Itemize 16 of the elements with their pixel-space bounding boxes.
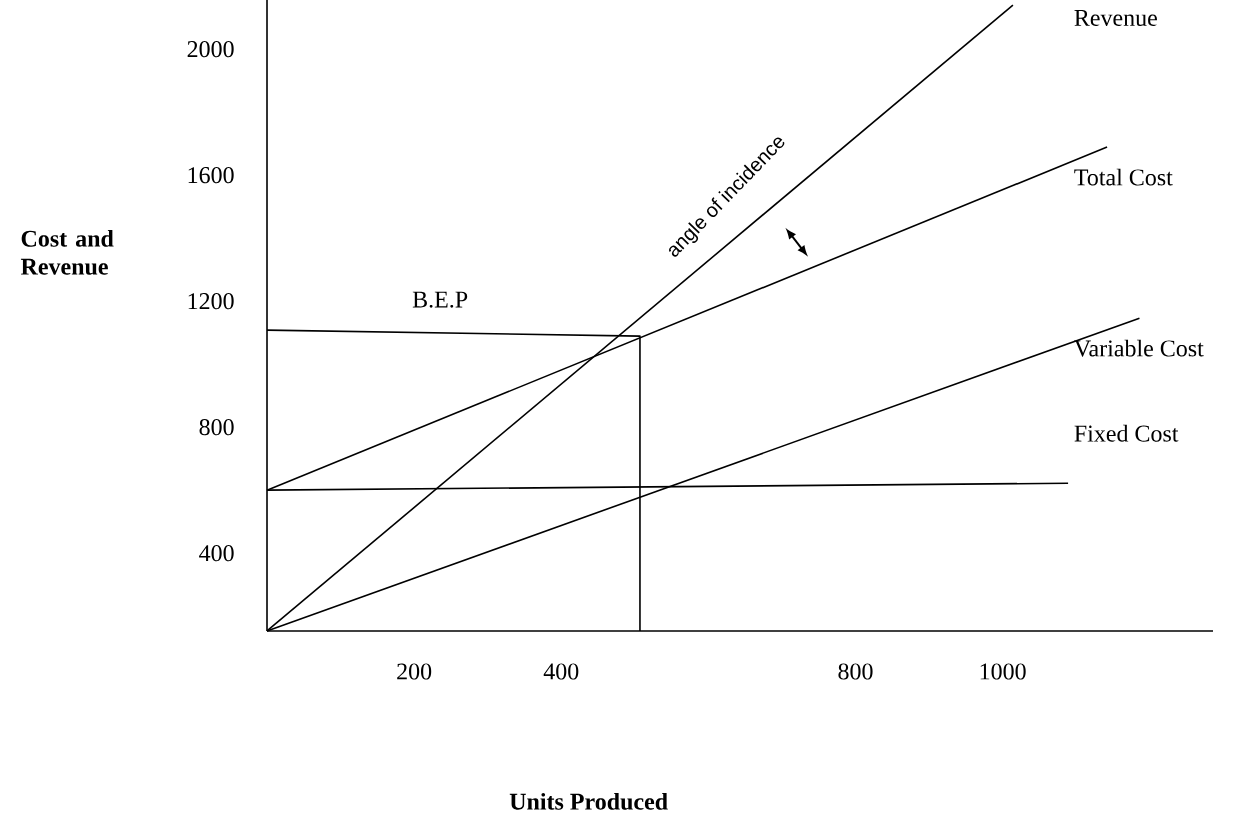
y-axis-title: Cost and Revenue bbox=[20, 229, 114, 275]
series-label: Fixed Cost bbox=[1074, 424, 1179, 442]
y-tick-label: 1600 bbox=[188, 167, 234, 184]
annotation: B.E.P bbox=[412, 291, 468, 308]
y-tick-label: 800 bbox=[199, 419, 234, 436]
y-tick-label: 400 bbox=[199, 545, 234, 562]
y-tick-label: 1200 bbox=[188, 293, 234, 310]
x-tick-label: 800 bbox=[838, 663, 873, 680]
x-tick-label: 1000 bbox=[980, 663, 1026, 680]
series-label: Variable Cost bbox=[1074, 339, 1204, 357]
x-tick-label: 400 bbox=[543, 663, 579, 680]
series-label: Total Cost bbox=[1074, 168, 1173, 186]
text: Revenue bbox=[1074, 10, 1157, 26]
y-tick-label: 2000 bbox=[187, 41, 234, 58]
x-axis-title: Units Produced bbox=[509, 792, 668, 810]
x-tick-label: 200 bbox=[397, 663, 432, 680]
